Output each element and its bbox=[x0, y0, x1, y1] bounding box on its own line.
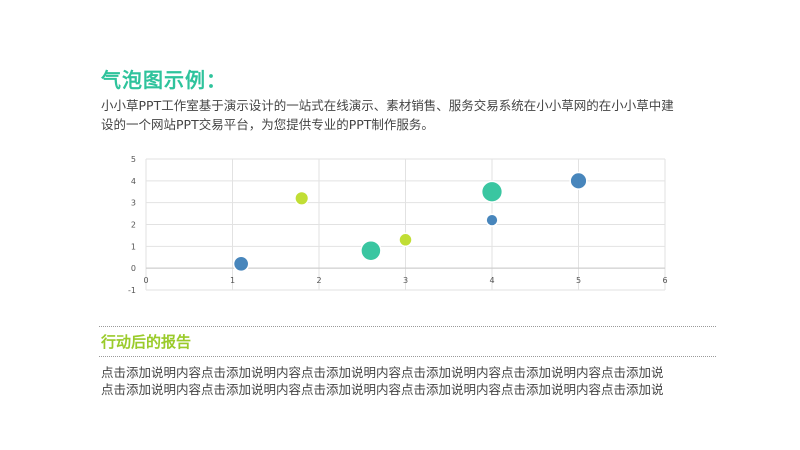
y-tick-label-4: 3 bbox=[131, 199, 136, 208]
y-tick-label-0: -1 bbox=[128, 286, 136, 295]
bubble-1 bbox=[232, 255, 250, 273]
bubble-4 bbox=[398, 232, 413, 248]
y-tick-label-1: 0 bbox=[131, 264, 136, 273]
body-line-2: 点击添加说明内容点击添加说明内容点击添加说明内容点击添加说明内容点击添加说明内容… bbox=[101, 382, 664, 397]
slide-description: 小小草PPT工作室基于演示设计的一站式在线演示、素材销售、服务交易系统在小小草网… bbox=[101, 96, 721, 134]
x-tick-label-6: 6 bbox=[662, 276, 667, 285]
bubble-2 bbox=[294, 190, 310, 206]
x-tick-label-5: 5 bbox=[576, 276, 581, 285]
divider-top bbox=[99, 326, 716, 327]
divider-bottom bbox=[99, 356, 716, 357]
bubble-5 bbox=[480, 180, 504, 203]
section-title: 行动后的报告 bbox=[101, 333, 192, 351]
description-line-2: 设的一个网站PPT交易平台，为您提供专业的PPT制作服务。 bbox=[101, 117, 434, 132]
x-tick-label-4: 4 bbox=[489, 276, 494, 285]
slide-title: 气泡图示例： bbox=[101, 68, 227, 92]
x-tick-label-1: 1 bbox=[230, 276, 235, 285]
description-line-1: 小小草PPT工作室基于演示设计的一站式在线演示、素材销售、服务交易系统在小小草网… bbox=[101, 98, 674, 113]
bubble-6 bbox=[485, 213, 499, 227]
bubble-7 bbox=[569, 171, 588, 190]
y-tick-label-5: 4 bbox=[131, 177, 136, 186]
y-tick-label-6: 5 bbox=[131, 155, 136, 164]
y-tick-label-3: 2 bbox=[131, 221, 136, 230]
y-tick-label-2: 1 bbox=[131, 242, 136, 251]
bubble-3 bbox=[360, 239, 382, 262]
body-line-1: 点击添加说明内容点击添加说明内容点击添加说明内容点击添加说明内容点击添加说明内容… bbox=[101, 365, 664, 380]
x-tick-label-2: 2 bbox=[316, 276, 321, 285]
x-tick-label-0: 0 bbox=[143, 276, 148, 285]
section-body: 点击添加说明内容点击添加说明内容点击添加说明内容点击添加说明内容点击添加说明内容… bbox=[101, 364, 721, 398]
x-tick-label-3: 3 bbox=[403, 276, 408, 285]
